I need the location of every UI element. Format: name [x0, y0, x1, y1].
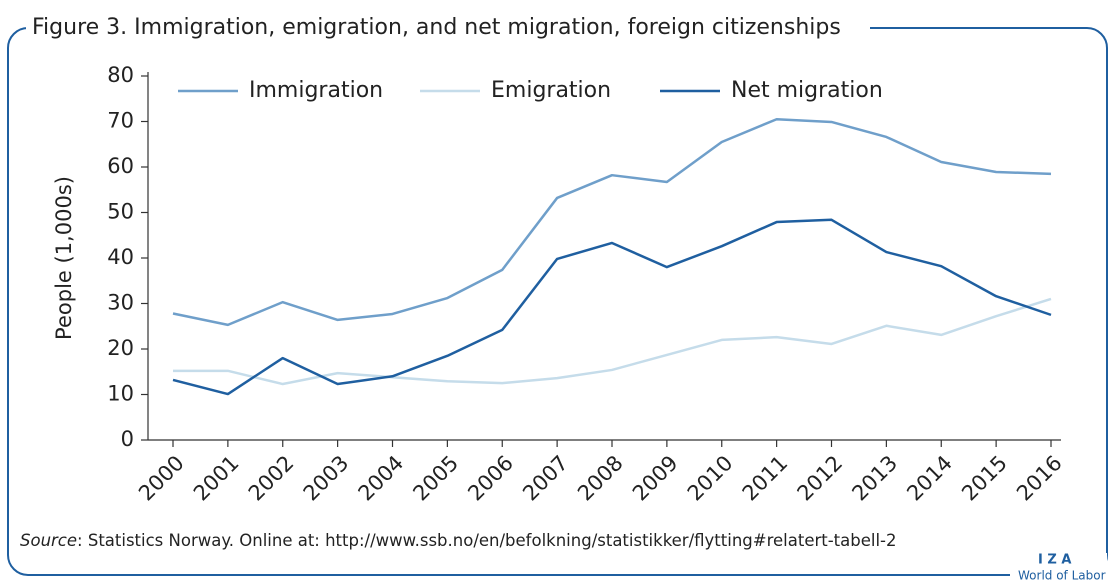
legend-label: Net migration [731, 78, 883, 103]
source: Source: Statistics Norway. Online at: ht… [20, 531, 897, 550]
x-tick-label: 2012 [793, 451, 848, 506]
series-line [172, 218, 1052, 396]
x-tick-label: 2009 [628, 451, 683, 506]
source-text: : Statistics Norway. Online at: http://w… [77, 531, 896, 550]
x-tick-label: 2002 [244, 451, 299, 506]
x-tick-label: 2010 [683, 451, 738, 506]
y-tick-label: 70 [107, 109, 134, 133]
title-background [26, 10, 870, 46]
source-label: Source [20, 531, 77, 550]
x-tick-label: 2007 [518, 451, 573, 506]
x-tick-label: 2001 [189, 451, 244, 506]
y-tick-label: 10 [107, 382, 134, 406]
x-tick-label: 2004 [354, 451, 409, 506]
y-tick-label: 80 [107, 63, 134, 87]
logo: I Z A [1038, 553, 1071, 568]
legend-label: Immigration [249, 78, 383, 103]
x-tick-label: 2013 [847, 451, 902, 506]
y-tick-label: 20 [107, 336, 134, 360]
y-tick-label: 30 [107, 291, 134, 315]
x-tick-label: 2005 [408, 451, 463, 506]
logo-background [1010, 553, 1107, 579]
y-tick-label: 0 [121, 427, 134, 451]
series-line [172, 117, 1052, 327]
x-tick-label: 2008 [573, 451, 628, 506]
x-tick-label: 2006 [463, 451, 518, 506]
frame [7, 27, 1108, 576]
x-tick-label: 2000 [134, 451, 189, 506]
chart-title: Figure 3. Immigration, emigration, and n… [32, 15, 841, 40]
x-tick-label: 2011 [738, 451, 793, 506]
x-tick-label: 2003 [299, 451, 354, 506]
x-tick-label: 2016 [1012, 451, 1067, 506]
series-line [173, 297, 1052, 386]
x-tick-label: 2014 [902, 451, 957, 506]
y-axis-label: People (1,000s) [52, 176, 76, 340]
y-tick-label: 50 [107, 200, 134, 224]
logo-subtitle: World of Labor [1018, 569, 1106, 581]
legend-label: Emigration [491, 78, 611, 103]
y-tick-label: 60 [107, 154, 134, 178]
x-tick-label: 2015 [957, 451, 1012, 506]
y-tick-label: 40 [107, 245, 134, 269]
